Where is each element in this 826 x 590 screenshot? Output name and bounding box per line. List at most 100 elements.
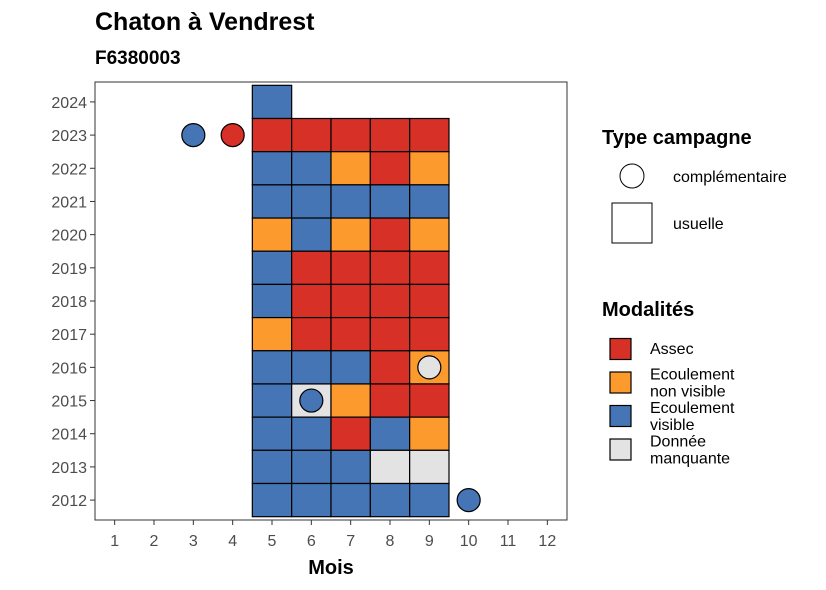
cell-2017-6 — [291, 316, 332, 352]
legend-swatch-manquante — [609, 438, 632, 461]
legend-label-ecoul_nv: non visible — [650, 384, 726, 401]
cell-2013-5 — [251, 449, 293, 485]
x-tick-label: 9 — [425, 533, 434, 550]
cell-2012-6 — [291, 482, 332, 518]
cell-2015-8 — [369, 383, 411, 418]
y-axis: 2012 2013 2014 2015 2016 2017 2018 2019 2020 2021… — [51, 95, 95, 510]
x-tick-label: 5 — [268, 533, 277, 550]
cell-2012-5 — [251, 482, 293, 518]
cell-2013-7 — [330, 449, 371, 485]
legend-label-manquante: manquante — [650, 451, 730, 468]
cell-2018-9 — [409, 283, 450, 319]
legend-swatch-assec — [609, 337, 632, 361]
cell-2021-8 — [369, 184, 411, 219]
point-2016-9 — [417, 355, 442, 380]
complementaire-points — [181, 122, 481, 513]
cell-2023-5 — [251, 117, 293, 153]
point-2023-4 — [220, 122, 245, 148]
cell-2022-6 — [291, 151, 332, 186]
cell-2018-7 — [330, 283, 371, 319]
cell-2020-7 — [330, 217, 371, 252]
y-tick-label: 2012 — [51, 493, 87, 510]
cell-2023-6 — [291, 117, 332, 153]
cell-2018-8 — [369, 283, 411, 319]
cell-2018-5 — [251, 283, 293, 319]
cell-2016-8 — [369, 350, 411, 385]
legend-swatch-ecoul_nv — [609, 371, 632, 394]
x-tick-label: 6 — [307, 533, 316, 550]
cell-2020-8 — [369, 217, 411, 252]
cell-2014-8 — [369, 416, 411, 451]
y-tick-label: 2015 — [51, 394, 87, 411]
y-tick-label: 2022 — [51, 161, 87, 178]
y-tick-label: 2013 — [51, 460, 87, 477]
cell-2014-5 — [251, 416, 293, 451]
y-tick-label: 2020 — [51, 228, 87, 245]
cell-2019-9 — [409, 250, 450, 286]
cell-2017-9 — [409, 316, 450, 352]
x-tick-label: 4 — [228, 533, 237, 550]
cell-2021-7 — [330, 184, 371, 219]
cell-2018-6 — [291, 283, 332, 319]
point-2015-6 — [299, 388, 324, 413]
cell-2012-8 — [369, 482, 411, 518]
cell-2014-9 — [409, 416, 450, 451]
y-tick-label: 2019 — [51, 261, 87, 278]
legend-swatch-ecoul_v — [609, 404, 632, 428]
cell-2013-8 — [369, 449, 411, 485]
legend-square-swatch — [611, 202, 653, 244]
x-tick-label: 7 — [346, 533, 355, 550]
legend-circle-swatch — [619, 163, 645, 189]
cell-2016-5 — [251, 350, 293, 385]
legend-complementaire-label: complémentaire — [673, 169, 787, 186]
cell-2013-9 — [409, 449, 450, 485]
cell-2019-5 — [251, 250, 293, 286]
cell-2012-7 — [330, 482, 371, 518]
legend-label-ecoul_v: visible — [650, 417, 695, 434]
y-tick-label: 2017 — [51, 327, 87, 344]
cell-2014-6 — [291, 416, 332, 451]
cell-2023-7 — [330, 117, 371, 153]
y-tick-label: 2024 — [51, 95, 87, 112]
cell-2016-6 — [291, 350, 332, 385]
x-axis: 1 2 3 4 5 6 7 8 9 10 11 12 — [110, 520, 556, 550]
cell-2022-7 — [330, 151, 371, 186]
cell-2020-6 — [291, 217, 332, 252]
cell-2021-5 — [251, 184, 293, 219]
cell-2015-5 — [251, 383, 293, 418]
x-tick-label: 1 — [110, 533, 119, 550]
x-axis-title: Mois — [308, 557, 354, 579]
y-tick-label: 2018 — [51, 294, 87, 311]
cell-2023-9 — [409, 117, 450, 153]
point-2023-3 — [181, 122, 206, 148]
cell-2017-5 — [251, 316, 293, 352]
cell-2022-5 — [251, 151, 293, 186]
chart-subtitle: F6380003 — [95, 48, 181, 69]
legend-type-campagne: Type campagne complémentaire usuelle — [602, 127, 787, 244]
point-2012-10 — [456, 487, 481, 513]
x-tick-label: 11 — [500, 533, 517, 550]
cell-2012-9 — [409, 482, 450, 518]
y-tick-label: 2021 — [51, 194, 87, 211]
y-tick-label: 2016 — [51, 360, 87, 377]
cell-2013-6 — [291, 449, 332, 485]
x-tick-label: 3 — [189, 533, 198, 550]
legend-type-title: Type campagne — [602, 127, 752, 149]
x-tick-label: 8 — [386, 533, 395, 550]
cell-2020-9 — [409, 217, 450, 252]
cell-2023-8 — [369, 117, 411, 153]
cell-2016-7 — [330, 350, 371, 385]
cell-2019-6 — [291, 250, 332, 286]
heatmap-cells — [251, 84, 450, 518]
cell-2022-9 — [409, 151, 450, 186]
cell-2020-5 — [251, 217, 293, 252]
y-tick-label: 2023 — [51, 128, 87, 145]
cell-2019-7 — [330, 250, 371, 286]
cell-2021-6 — [291, 184, 332, 219]
legend-label-manquante: Donnée — [650, 434, 706, 451]
legend-label-ecoul_nv: Ecoulement — [650, 367, 735, 384]
cell-2021-9 — [409, 184, 450, 219]
x-tick-label: 10 — [460, 533, 478, 550]
